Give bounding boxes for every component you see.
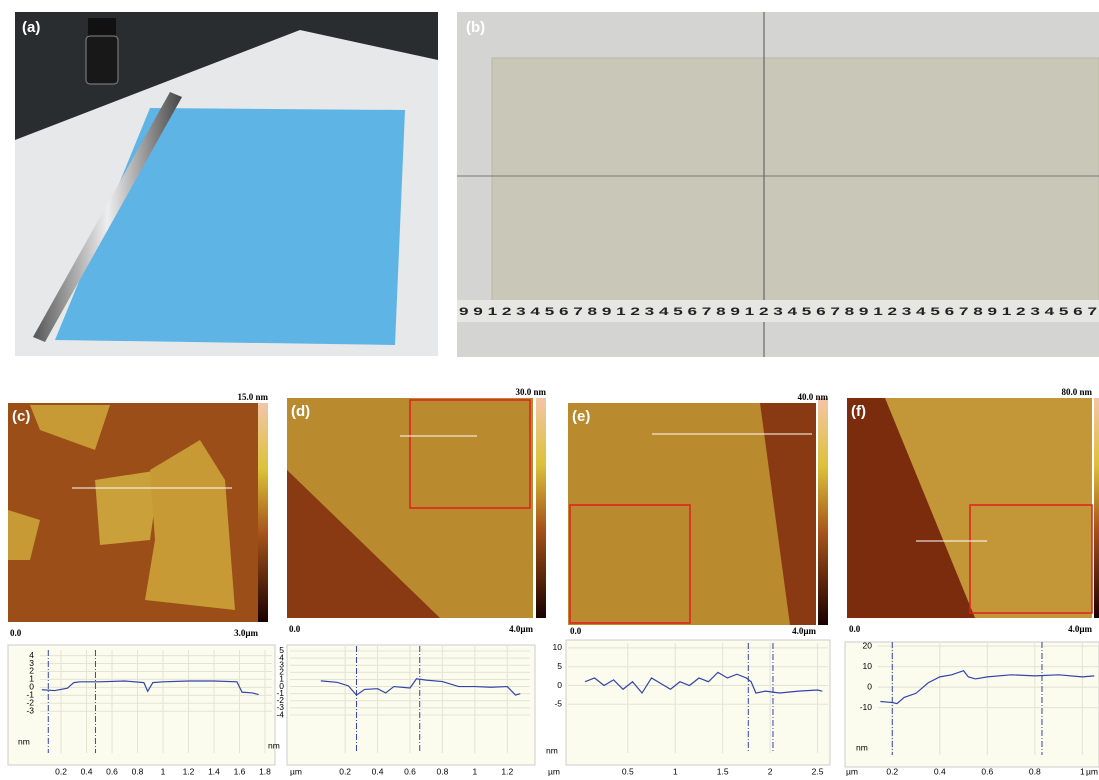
y-unit: nm [856,742,868,752]
x-tick-label: 0.2 [886,766,898,776]
afm-c [8,403,268,622]
y-tick-label: 10 [863,661,873,671]
x-tick-label: 0.8 [437,766,449,776]
afm-f [847,398,1099,618]
y-unit: nm [546,745,558,755]
y-tick-label: -10 [860,702,873,712]
scale-max: 15.0 nm [237,392,268,402]
x-tick-label: 1 [161,766,166,776]
x-unit: µm [846,766,858,776]
color-bar [1094,398,1099,618]
x-unit: µm [548,766,560,776]
profile-background [287,645,535,765]
vial-cap [88,18,116,36]
color-bar [536,398,546,618]
x-unit: µm [1086,766,1098,776]
panel-label: (a) [22,19,40,36]
y-unit: nm [18,736,30,746]
x-start: 0.0 [849,624,861,634]
vial [86,36,118,84]
x-tick-label: 0.8 [132,766,144,776]
x-end: 4.0µm [1068,624,1092,634]
scale-max: 40.0 nm [797,392,828,402]
x-tick-label: 2.5 [812,766,824,776]
x-start: 0.0 [570,626,582,636]
y-tick-label: 0 [867,681,872,691]
x-tick-label: 0.4 [372,766,384,776]
y-tick-label: 5 [557,661,562,671]
x-tick-label: 1 [472,766,477,776]
y-tick-label: -4 [276,709,284,719]
photo-b: 9 9 1 2 3 4 5 6 7 8 9 1 2 3 4 5 6 7 8 9 … [457,12,1099,357]
x-unit: µm [290,766,302,776]
x-tick-label: 0.2 [55,766,67,776]
x-tick-label: 0.6 [106,766,118,776]
x-start: 0.0 [10,628,22,638]
x-tick-label: 1.6 [234,766,246,776]
flake [95,470,160,545]
afm-d [287,398,546,618]
page: {"photos":[{"label":"(a)"},{"label":"(b)… [0,0,1099,780]
panel-label: (d) [291,403,310,420]
x-tick-label: 1.2 [501,766,513,776]
x-tick-label: 0.6 [404,766,416,776]
x-start: 0.0 [289,624,301,634]
ruler-digits: 9 9 1 2 3 4 5 6 7 8 9 1 2 3 4 5 6 7 8 9 … [459,306,1097,318]
y-tick-label: -3 [26,705,34,715]
panel-label: (b) [466,19,485,36]
x-tick-label: 1.8 [259,766,271,776]
x-tick-label: 1.5 [717,766,729,776]
photo-a: (a) [15,12,438,356]
color-bar [818,398,828,625]
profile-background [845,642,1099,767]
profile-background [566,640,830,765]
x-end: 3.0µm [234,628,258,638]
scale-max: 80.0 nm [1061,387,1092,397]
x-tick-label: 0.8 [1029,766,1041,776]
panel-label: (c) [12,408,30,425]
y-tick-label: 20 [863,640,873,650]
panel-label: (e) [572,408,590,425]
y-tick-label: 0 [557,680,562,690]
x-tick-label: 1 [1080,766,1085,776]
afm-e [568,398,828,625]
y-tick-label: -5 [554,699,562,709]
panel-label: (f) [851,403,866,420]
x-tick-label: 1.2 [183,766,195,776]
scale-max: 30.0 nm [515,387,546,397]
transparent-film [492,58,1099,308]
figure: (a) 9 9 1 2 3 4 5 6 7 8 9 1 2 3 4 5 6 7 … [0,0,1099,780]
x-tick-label: 1 [673,766,678,776]
x-tick-label: 0.4 [934,766,946,776]
y-tick-label: 10 [553,642,563,652]
x-end: 4.0µm [509,624,533,634]
x-end: 4.0µm [792,626,816,636]
color-bar [258,403,268,622]
x-tick-label: 0.2 [339,766,351,776]
x-tick-label: 0.4 [81,766,93,776]
y-unit: nm [268,740,280,750]
x-tick-label: 0.5 [622,766,634,776]
x-tick-label: 2 [768,766,773,776]
x-tick-label: 1.4 [208,766,220,776]
x-tick-label: 0.6 [981,766,993,776]
